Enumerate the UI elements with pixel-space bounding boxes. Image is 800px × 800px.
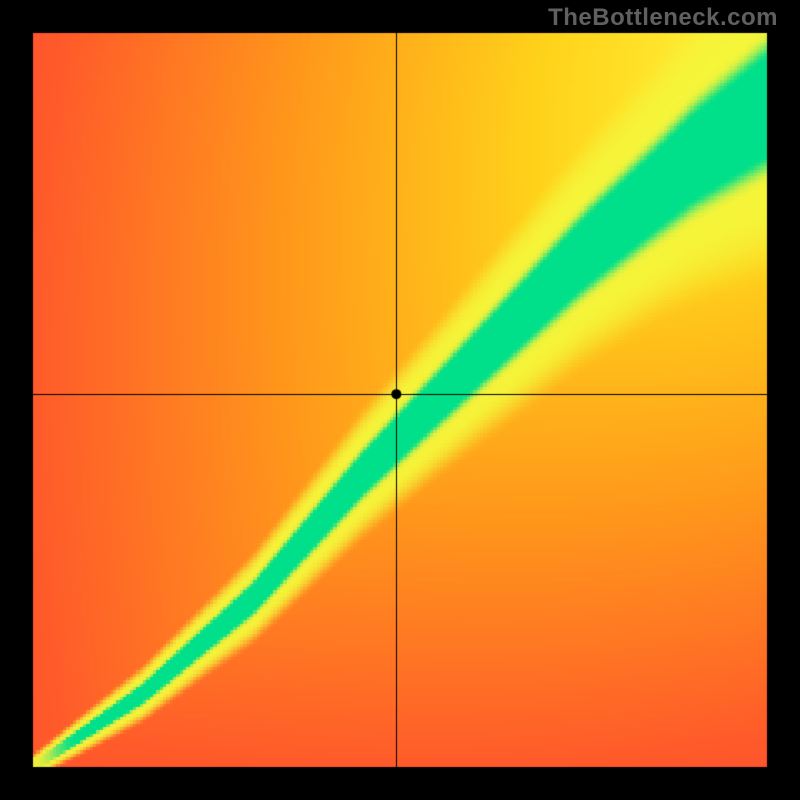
- watermark-text: TheBottleneck.com: [548, 4, 778, 32]
- bottleneck-heatmap: [0, 0, 800, 800]
- chart-container: TheBottleneck.com: [0, 0, 800, 800]
